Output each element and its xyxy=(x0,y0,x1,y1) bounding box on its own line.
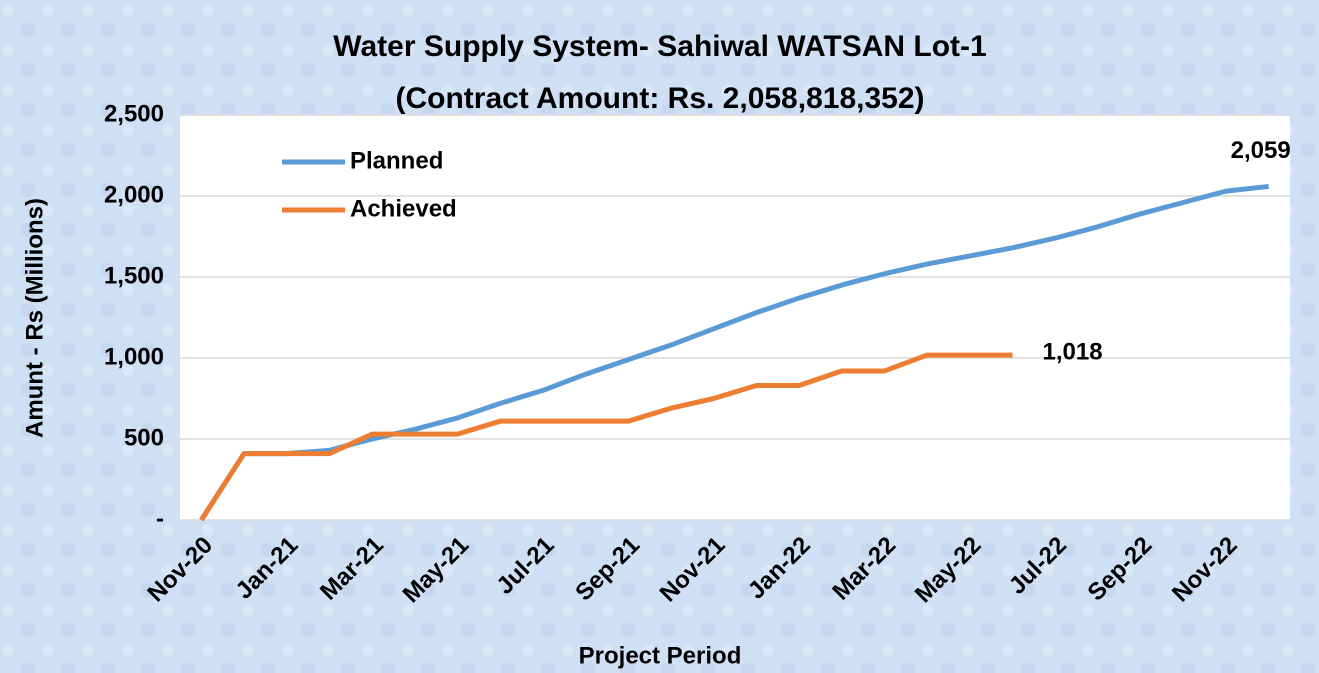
legend-label: Achieved xyxy=(350,195,457,222)
legend-label: Planned xyxy=(350,147,443,174)
data-label: 1,018 xyxy=(1043,338,1103,365)
y-axis-label: Amunt - Rs (Millions) xyxy=(21,198,48,438)
data-label: 2,059 xyxy=(1231,137,1291,164)
series-line xyxy=(199,183,1269,522)
series-line xyxy=(199,352,1013,522)
plot-area xyxy=(180,115,1290,520)
x-axis-label: Project Period xyxy=(579,642,742,669)
y-tick-label: - xyxy=(156,505,164,532)
y-tick-label: 2,000 xyxy=(104,181,164,208)
y-tick-label: 1,000 xyxy=(104,343,164,370)
y-tick-label: 500 xyxy=(124,424,164,451)
chart-subtitle: (Contract Amount: Rs. 2,058,818,352) xyxy=(395,82,924,115)
y-tick-label: 1,500 xyxy=(104,262,164,289)
y-tick-label: 2,500 xyxy=(104,100,164,127)
chart-title: Water Supply System- Sahiwal WATSAN Lot-… xyxy=(333,30,986,63)
